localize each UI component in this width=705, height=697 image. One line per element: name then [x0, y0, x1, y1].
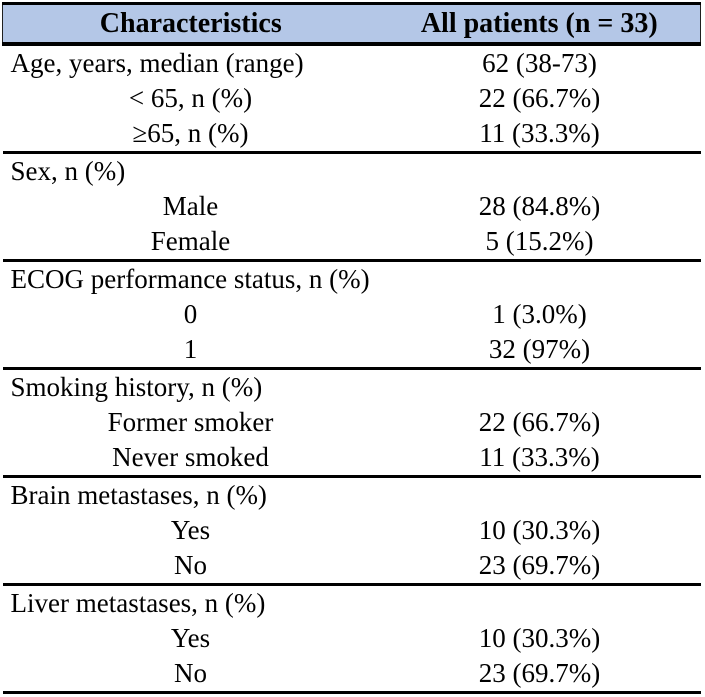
- row-label: ≥65, n (%): [132, 118, 249, 148]
- row-value: [378, 367, 701, 405]
- row-value: 5 (15.2%): [485, 226, 594, 256]
- table-row: Female 5 (15.2%): [3, 224, 701, 261]
- table-row: ≥65, n (%) 11 (33.3%): [3, 116, 701, 153]
- row-label: < 65, n (%): [128, 83, 253, 113]
- row-label: Yes: [170, 515, 211, 545]
- table-row: Brain metastases, n (%): [2, 475, 701, 513]
- table-row: No 23 (69.7%): [3, 656, 701, 693]
- row-value: 23 (69.7%): [478, 658, 601, 688]
- row-value: 23 (69.7%): [478, 550, 601, 580]
- row-value: 28 (84.8%): [478, 191, 601, 221]
- table-body: Age, years, median (range) 62 (38-73) < …: [2, 44, 701, 693]
- row-value: 22 (66.7%): [478, 83, 601, 113]
- row-value: [378, 259, 701, 297]
- row-value: [378, 475, 701, 513]
- table-header-row: Characteristics All patients (n = 33): [2, 3, 701, 46]
- row-value: 11 (33.3%): [479, 442, 600, 472]
- row-value: [378, 583, 701, 621]
- row-label: Smoking history, n (%): [2, 367, 379, 405]
- table-row: No 23 (69.7%): [3, 548, 701, 585]
- row-label: 1: [183, 334, 198, 364]
- row-value: 10 (30.3%): [478, 515, 601, 545]
- row-label: Sex, n (%): [2, 151, 379, 189]
- table-row: ECOG performance status, n (%): [2, 259, 701, 297]
- row-value: 32 (97%): [488, 334, 591, 364]
- row-label: Never smoked: [112, 442, 269, 472]
- table-row: Sex, n (%): [2, 151, 701, 189]
- table-row: Never smoked 11 (33.3%): [3, 440, 701, 477]
- header-cell-all-patients: All patients (n = 33): [378, 3, 701, 46]
- row-label: Former smoker: [107, 407, 274, 437]
- row-label: ECOG performance status, n (%): [2, 259, 379, 297]
- table-row: Yes 10 (30.3%): [3, 513, 701, 548]
- row-label: Male: [162, 191, 219, 221]
- table-row: Age, years, median (range) 62 (38-73): [3, 44, 701, 81]
- row-label: Brain metastases, n (%): [2, 475, 379, 513]
- row-label: Age, years, median (range): [10, 48, 304, 78]
- header-cell-characteristics: Characteristics: [2, 3, 379, 46]
- row-value: [378, 151, 701, 189]
- row-label: Yes: [170, 623, 211, 653]
- row-value: 22 (66.7%): [478, 407, 601, 437]
- row-label: No: [174, 658, 207, 688]
- table-row: < 65, n (%) 22 (66.7%): [3, 81, 701, 116]
- row-value: 1 (3.0%): [492, 299, 587, 329]
- table-row: Yes 10 (30.3%): [3, 621, 701, 656]
- table-row: 0 1 (3.0%): [3, 297, 701, 332]
- row-label: 0: [183, 299, 198, 329]
- row-label: Liver metastases, n (%): [2, 583, 379, 621]
- table-row: 1 32 (97%): [3, 332, 701, 369]
- row-label: Female: [150, 226, 231, 256]
- row-value: 10 (30.3%): [478, 623, 601, 653]
- row-value: 11 (33.3%): [479, 118, 600, 148]
- table-row: Former smoker 22 (66.7%): [3, 405, 701, 440]
- table-row: Male 28 (84.8%): [3, 189, 701, 224]
- table-row: Liver metastases, n (%): [2, 583, 701, 621]
- row-value: 62 (38-73): [482, 48, 597, 78]
- table-row: Smoking history, n (%): [2, 367, 701, 405]
- row-label: No: [174, 550, 207, 580]
